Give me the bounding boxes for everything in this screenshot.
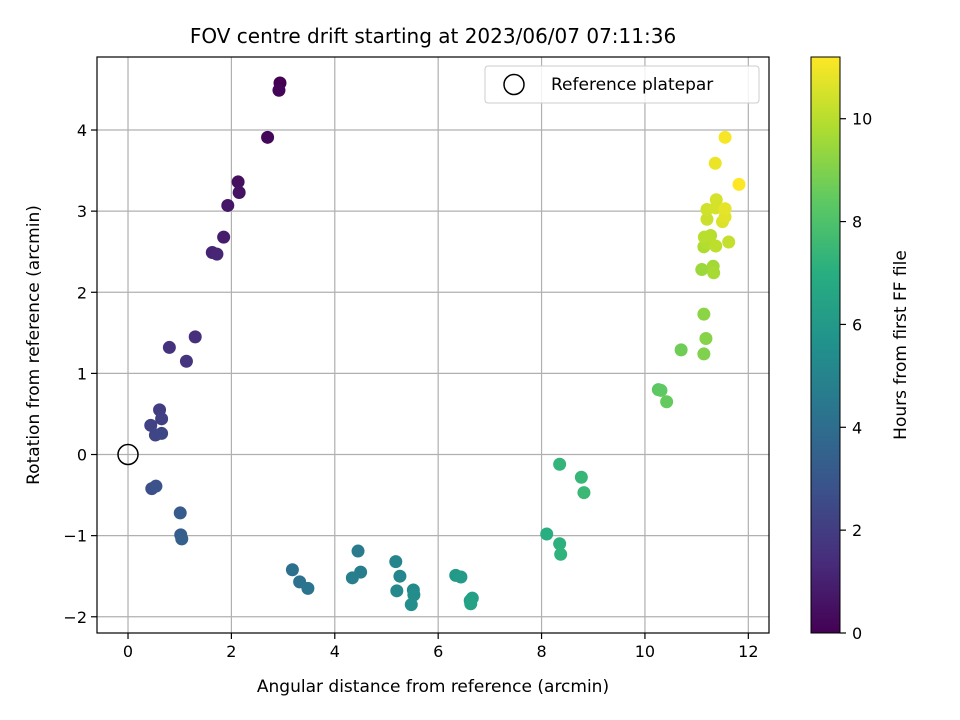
data-point (709, 239, 723, 253)
data-point (674, 343, 688, 357)
data-point (162, 340, 176, 354)
plot-frame (96, 56, 770, 634)
data-point (210, 247, 224, 261)
data-point (155, 412, 169, 426)
data-point (144, 418, 158, 432)
colorbar-tick-label: 10 (852, 110, 872, 129)
colorbar-tick-label: 2 (852, 521, 862, 540)
data-point (390, 584, 404, 598)
data-point (722, 235, 736, 249)
x-tick-label: 8 (536, 642, 546, 661)
data-point (179, 354, 193, 368)
y-tick-label: 4 (77, 121, 87, 140)
data-point (188, 330, 202, 344)
data-point (407, 588, 421, 602)
colorbar-gradient (810, 56, 841, 634)
data-point (272, 83, 286, 97)
data-point (285, 563, 299, 577)
x-tick-label: 12 (738, 642, 758, 661)
data-point (732, 177, 746, 191)
colorbar-ticks: 0 2 4 6 8 10 (840, 110, 872, 643)
data-point (654, 383, 668, 397)
data-point (404, 598, 418, 612)
x-tick-label: 4 (330, 642, 340, 661)
data-point (231, 175, 245, 189)
data-point (700, 212, 714, 226)
data-point (709, 193, 723, 207)
data-point (345, 571, 359, 585)
data-point (718, 130, 732, 144)
data-point (708, 156, 722, 170)
data-point (697, 347, 711, 361)
data-point (149, 479, 163, 493)
legend: Reference platepar (484, 65, 760, 104)
data-point (704, 228, 718, 242)
data-point (718, 202, 732, 216)
x-axis-ticks: 0 2 4 6 8 10 12 (123, 633, 759, 661)
x-axis-label: Angular distance from reference (arcmin) (257, 677, 609, 697)
grid-lines (97, 57, 769, 633)
legend-box (484, 65, 760, 104)
data-point (175, 532, 189, 546)
x-tick-label: 0 (123, 642, 133, 661)
data-point (695, 263, 709, 277)
colorbar-tick-label: 4 (852, 418, 862, 437)
data-point (707, 266, 721, 280)
x-tick-label: 6 (433, 642, 443, 661)
data-point (389, 555, 403, 569)
data-point (540, 527, 554, 541)
data-point (351, 544, 365, 558)
colorbar-label: Hours from first FF file (891, 250, 911, 440)
y-tick-label: 0 (77, 446, 87, 465)
data-point (454, 570, 468, 584)
chart-title: FOV centre drift starting at 2023/06/07 … (190, 24, 676, 48)
data-point (577, 486, 591, 500)
legend-label-reference: Reference platepar (551, 75, 713, 95)
y-tick-label: 1 (77, 364, 87, 383)
data-point (464, 597, 478, 611)
y-tick-label: −2 (63, 608, 87, 627)
data-point (574, 470, 588, 484)
colorbar-tick-label: 8 (852, 213, 862, 232)
data-point (393, 569, 407, 583)
y-axis-label: Rotation from reference (arcmin) (24, 205, 44, 485)
legend-marker-reference (503, 73, 525, 96)
y-tick-label: 2 (77, 283, 87, 302)
data-point (660, 395, 674, 409)
data-point (554, 547, 568, 561)
data-point (221, 198, 235, 212)
y-tick-label: −1 (63, 527, 87, 546)
x-tick-label: 10 (635, 642, 655, 661)
data-point (217, 230, 231, 244)
data-point (699, 332, 713, 346)
colorbar: 0 2 4 6 8 10 Hours from first FF file (810, 56, 911, 643)
colorbar-tick-label: 6 (852, 315, 862, 334)
y-tick-label: 3 (77, 202, 87, 221)
data-point (261, 130, 275, 144)
data-point (301, 581, 315, 595)
data-point (173, 506, 187, 520)
data-points (144, 76, 746, 612)
data-point (553, 537, 567, 551)
colorbar-tick-label: 0 (852, 624, 862, 643)
y-axis-ticks: −2 −1 0 1 2 3 4 (63, 121, 97, 627)
data-point (697, 307, 711, 321)
data-point (553, 457, 567, 471)
data-point (232, 185, 246, 199)
x-tick-label: 2 (226, 642, 236, 661)
data-point (155, 426, 169, 440)
reference-platepar-marker (117, 443, 139, 466)
